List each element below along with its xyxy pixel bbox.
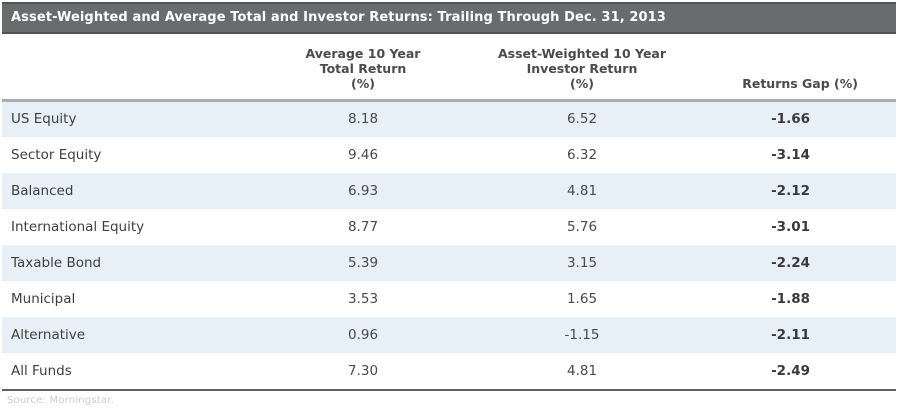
investor-return-cell: 3.15 [566,254,598,271]
returns-gap-cell: -1.88 [771,290,810,307]
investor-return-cell: 5.76 [566,218,598,235]
column-header-avg-total-return: Average 10 Year Total Return (%) [252,34,474,102]
investor-return-cell: 6.52 [566,111,598,128]
column-header-investor-return: Asset-Weighted 10 Year Investor Return (… [474,34,690,102]
returns-gap-cell: -3.14 [771,146,810,163]
returns-table: Average 10 Year Total Return (%) Asset-W… [2,34,896,389]
avg-total-return-cell: 3.53 [347,290,379,307]
header-line: (%) [351,76,375,91]
returns-gap-cell: -2.49 [771,362,810,379]
category-cell: US Equity [11,111,77,128]
investor-return-cell: 1.65 [566,290,598,307]
avg-total-return-cell: 0.96 [347,326,379,343]
header-line: Asset-Weighted 10 Year [497,46,667,61]
category-cell: Balanced [11,182,74,199]
header-line: (%) [570,76,594,91]
returns-gap-cell: -2.12 [771,182,810,199]
table-row: Alternative 0.96 -1.15 -2.11 [2,316,896,353]
investor-return-cell: -1.15 [564,326,600,343]
source-footnote: Source: Morningstar. [7,394,115,406]
avg-total-return-cell: 8.77 [347,218,379,235]
avg-total-return-cell: 6.93 [347,182,379,199]
returns-gap-cell: -1.66 [771,111,810,128]
investor-return-cell: 6.32 [566,146,598,163]
table-bottom-rule [2,388,896,391]
column-header-category [2,34,252,102]
avg-total-return-cell: 5.39 [347,254,379,271]
category-cell: Municipal [11,290,76,307]
header-line: Total Return [319,61,407,76]
avg-total-return-cell: 9.46 [347,146,379,163]
table-row: International Equity 8.77 5.76 -3.01 [2,209,896,245]
category-cell: International Equity [11,218,145,235]
returns-table-widget: Asset-Weighted and Average Total and Inv… [2,2,896,406]
column-header-returns-gap: Returns Gap (%) [690,34,896,102]
table-title-bar: Asset-Weighted and Average Total and Inv… [2,2,896,34]
table-row: Municipal 3.53 1.65 -1.88 [2,281,896,317]
avg-total-return-cell: 8.18 [347,111,379,128]
table-row: All Funds 7.30 4.81 -2.49 [2,353,896,389]
table-row: Balanced 6.93 4.81 -2.12 [2,172,896,209]
table-row: US Equity 8.18 6.52 -1.66 [2,100,896,137]
returns-gap-cell: -3.01 [771,218,810,235]
category-cell: Alternative [11,326,86,343]
table-row: Sector Equity 9.46 6.32 -3.14 [2,137,896,173]
investor-return-cell: 4.81 [566,362,598,379]
avg-total-return-cell: 7.30 [347,362,379,379]
returns-gap-cell: -2.24 [771,254,810,271]
category-cell: Sector Equity [11,146,102,163]
returns-gap-cell: -2.11 [771,326,810,343]
investor-return-cell: 4.81 [566,182,598,199]
header-line: Average 10 Year [305,46,421,61]
table-row: Taxable Bond 5.39 3.15 -2.24 [2,244,896,281]
category-cell: Taxable Bond [11,254,102,271]
header-row: Average 10 Year Total Return (%) Asset-W… [2,34,896,102]
header-line: Investor Return [526,61,638,76]
category-cell: All Funds [11,362,72,379]
